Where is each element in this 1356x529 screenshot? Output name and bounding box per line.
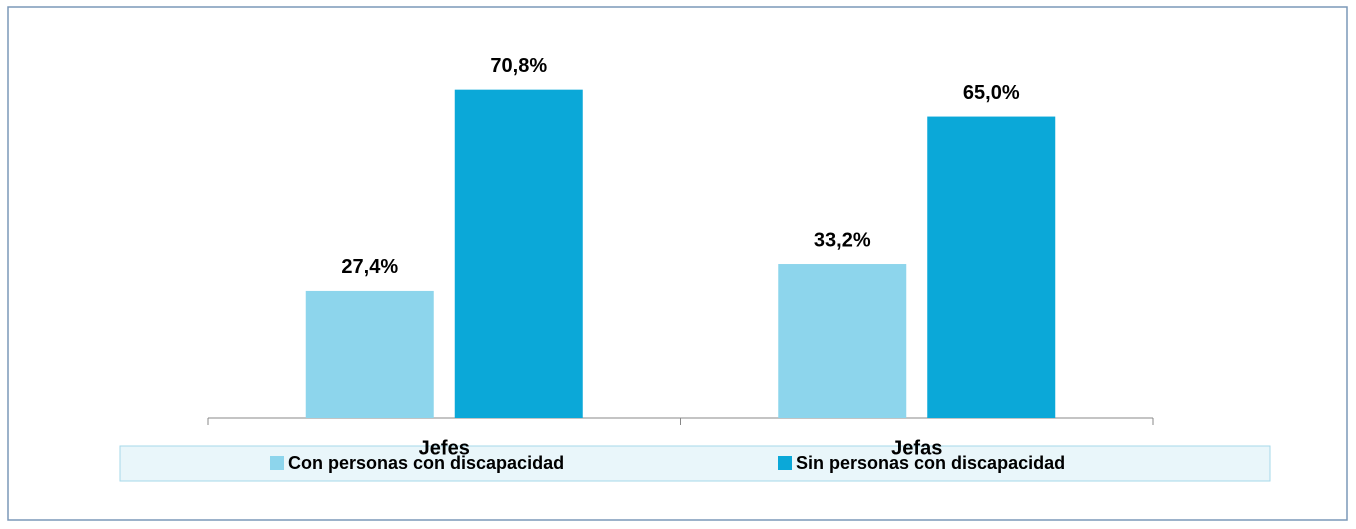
- data-label: 27,4%: [341, 256, 398, 278]
- data-label: 65,0%: [963, 82, 1020, 104]
- data-label: 70,8%: [490, 55, 547, 77]
- legend-swatch: [270, 456, 284, 470]
- legend-label: Con personas con discapacidad: [288, 453, 564, 473]
- legend-swatch: [778, 456, 792, 470]
- x-tick-label: Jefes: [419, 437, 470, 459]
- bar: [305, 290, 434, 418]
- data-label: 33,2%: [814, 229, 871, 251]
- bar: [927, 116, 1056, 418]
- x-tick-label: Jefas: [891, 437, 942, 459]
- chart-border: [7, 6, 1348, 521]
- bar: [454, 89, 583, 418]
- legend-box: [119, 445, 1271, 482]
- legend-label: Sin personas con discapacidad: [796, 453, 1065, 473]
- bar: [778, 264, 907, 418]
